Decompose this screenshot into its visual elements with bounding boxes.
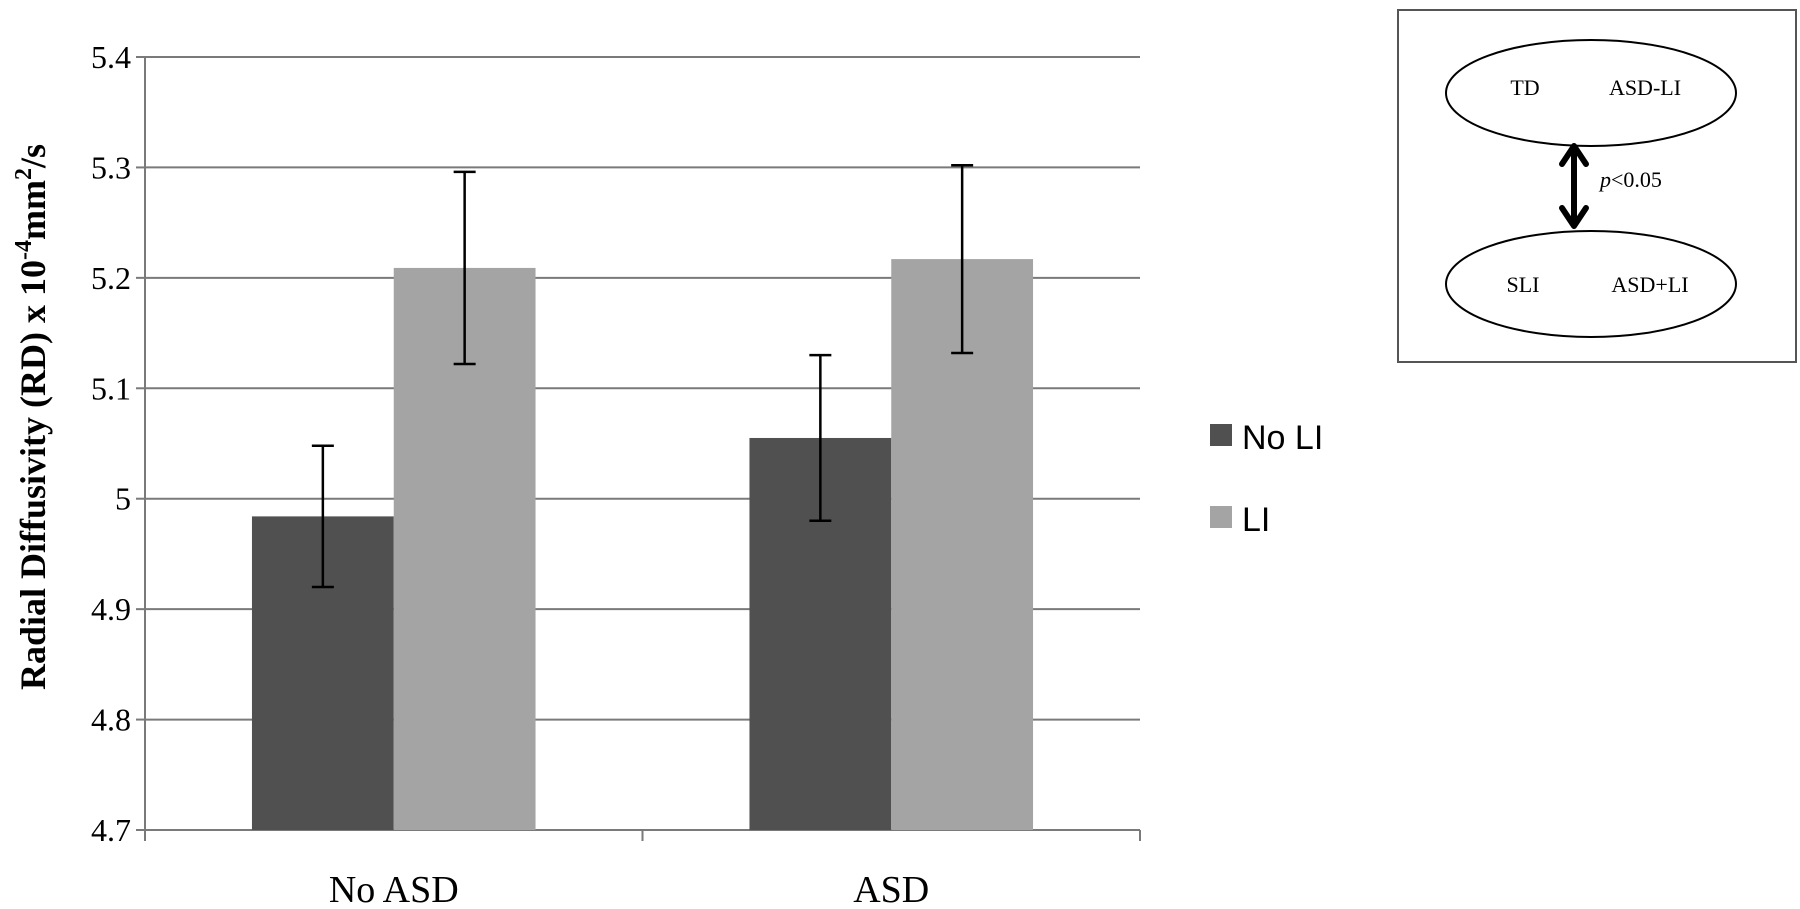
bar <box>891 259 1034 830</box>
top-group-label-1: TD <box>1510 75 1539 100</box>
y-tick-label: 5.2 <box>91 260 131 296</box>
legend-swatch <box>1210 424 1232 446</box>
x-category-labels: No ASD ASD <box>329 869 929 909</box>
significance-inset: TD ASD-LI SLI ASD+LI p<0.05 <box>1397 9 1797 363</box>
legend-label: No LI <box>1242 419 1323 457</box>
y-tick-label: 4.7 <box>91 812 131 848</box>
bars <box>251 259 1034 830</box>
error-bars <box>311 163 974 589</box>
axes <box>144 57 1141 841</box>
double-arrow-icon <box>1559 143 1589 229</box>
legend: No LI LI <box>1210 419 1323 539</box>
legend-label: LI <box>1242 501 1270 539</box>
bottom-group-ellipse <box>1445 230 1737 338</box>
bottom-group-label-2: ASD+LI <box>1611 272 1688 297</box>
y-tick-labels: 4.7 4.8 4.9 5 5.1 5.2 5.3 5.4 <box>91 39 131 848</box>
y-axis-title: Radial Diffusivity (RD) x 10-4mm2/s <box>11 144 53 690</box>
y-tick-label: 5.1 <box>91 370 131 406</box>
y-tick-label: 5.4 <box>91 39 131 75</box>
p-value-label: p<0.05 <box>1598 167 1662 192</box>
y-tick-label: 5 <box>115 481 131 517</box>
x-category-label: ASD <box>853 869 929 909</box>
bottom-group-label-1: SLI <box>1507 272 1540 297</box>
y-tick-label: 4.8 <box>91 702 131 738</box>
y-tick-label: 5.3 <box>91 149 131 185</box>
y-tick-label: 4.9 <box>91 591 131 627</box>
x-category-label: No ASD <box>329 869 459 909</box>
legend-swatch <box>1210 506 1232 528</box>
top-group-ellipse <box>1445 39 1737 147</box>
top-group-label-2: ASD-LI <box>1609 75 1681 100</box>
